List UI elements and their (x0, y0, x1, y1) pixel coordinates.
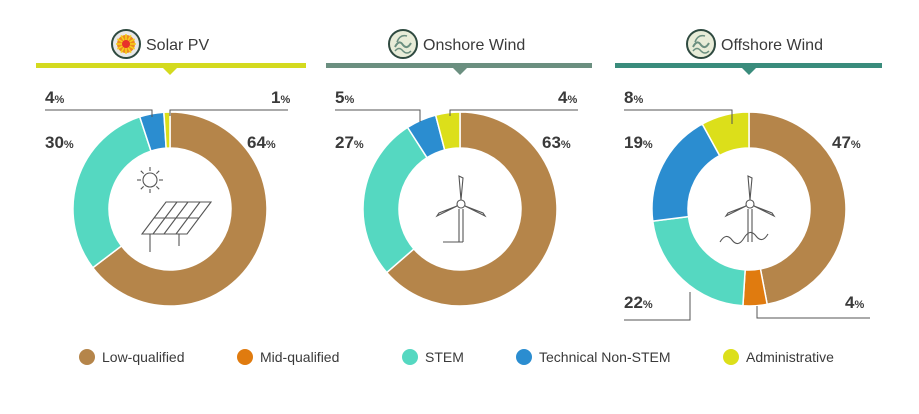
slice-solar-pv-administrative (163, 111, 171, 149)
slice-onshore-wind-administrative (434, 111, 461, 151)
legend-swatch-low-qualified (79, 349, 95, 365)
legend-item-mid-qualified: Mid-qualified (237, 349, 339, 365)
title-bar-offshore-wind (615, 63, 882, 68)
data-label-solar-pv-technical-non-stem: 4% (45, 88, 64, 107)
legend-swatch-technical-non-stem (516, 349, 532, 365)
slice-solar-pv-stem (72, 115, 152, 269)
legend: Low-qualified Mid-qualified STEM Technical … (79, 349, 834, 365)
legend-swatch-administrative (723, 349, 739, 365)
legend-label-administrative: Administrative (746, 349, 834, 365)
panel-offshore-wind: Offshore Wind 47% 4% 22% 19% 8% (615, 29, 882, 321)
slice-offshore-wind-low-qualified (748, 111, 847, 306)
title-bar-onshore-wind (326, 63, 592, 68)
legend-label-technical-non-stem: Technical Non-STEM (539, 349, 671, 365)
leader-line-offshore-wind-2 (756, 306, 870, 319)
leader-line-offshore-wind-0 (624, 109, 733, 124)
solar-panel-icon (137, 167, 213, 252)
slice-onshore-wind-low-qualified (385, 111, 558, 307)
slice-offshore-wind-stem (651, 215, 746, 307)
offshore-turbine-icon (719, 175, 776, 245)
leader-line-offshore-wind-1 (624, 292, 691, 321)
onshore-wind-icon (388, 29, 418, 59)
data-label-offshore-wind-stem: 22% (624, 293, 653, 312)
legend-item-low-qualified: Low-qualified (79, 349, 185, 365)
leader-line-solar-pv-0 (45, 109, 153, 117)
legend-label-low-qualified: Low-qualified (102, 349, 185, 365)
legend-swatch-stem (402, 349, 418, 365)
legend-item-administrative: Administrative (723, 349, 834, 365)
legend-swatch-mid-qualified (237, 349, 253, 365)
data-label-solar-pv-stem: 30% (45, 133, 74, 152)
data-label-onshore-wind-administrative: 4% (558, 88, 577, 107)
slice-solar-pv-low-qualified (91, 111, 268, 307)
panels-layer: Solar PV 64% 30% 4% 1% Onshore Wind 63% 27% 5% 4%… (36, 29, 882, 321)
slice-offshore-wind-administrative (701, 111, 750, 157)
legend-label-stem: STEM (425, 349, 464, 365)
data-label-onshore-wind-low-qualified: 63% (542, 133, 571, 152)
panel-solar-pv: Solar PV 64% 30% 4% 1% (36, 29, 306, 307)
offshore-wind-icon (686, 29, 716, 59)
panel-title-solar-pv: Solar PV (146, 37, 209, 54)
leader-line-onshore-wind-1 (449, 109, 578, 116)
data-label-offshore-wind-mid-qualified: 4% (845, 293, 864, 312)
title-pointer-offshore-wind (742, 68, 756, 75)
legend-item-stem: STEM (402, 349, 464, 365)
data-label-solar-pv-administrative: 1% (271, 88, 290, 107)
data-label-solar-pv-low-qualified: 64% (247, 133, 276, 152)
data-label-onshore-wind-technical-non-stem: 5% (335, 88, 354, 107)
legend-item-technical-non-stem: Technical Non-STEM (516, 349, 671, 365)
data-label-offshore-wind-technical-non-stem: 19% (624, 133, 653, 152)
title-bar-solar-pv (36, 63, 306, 68)
leader-line-solar-pv-1 (169, 109, 288, 116)
title-pointer-onshore-wind (453, 68, 467, 75)
legend-label-mid-qualified: Mid-qualified (260, 349, 339, 365)
slice-onshore-wind-stem (362, 126, 429, 274)
sun-icon (111, 29, 141, 59)
panel-title-offshore-wind: Offshore Wind (721, 37, 823, 54)
data-label-offshore-wind-low-qualified: 47% (832, 133, 861, 152)
data-label-offshore-wind-administrative: 8% (624, 88, 643, 107)
data-label-onshore-wind-stem: 27% (335, 133, 364, 152)
wind-turbine-icon (435, 175, 487, 243)
panel-title-onshore-wind: Onshore Wind (423, 37, 525, 54)
title-pointer-solar-pv (163, 68, 177, 75)
panel-onshore-wind: Onshore Wind 63% 27% 5% 4% (326, 29, 592, 307)
leader-line-onshore-wind-0 (335, 109, 421, 122)
